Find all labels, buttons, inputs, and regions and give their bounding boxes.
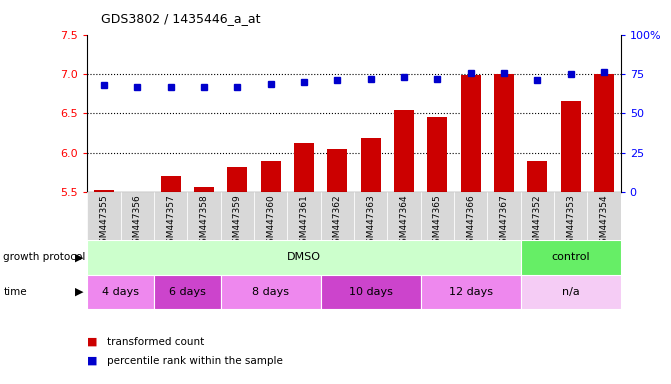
Bar [221, 192, 254, 240]
Text: 8 days: 8 days [252, 287, 289, 297]
Text: GSM447363: GSM447363 [366, 194, 375, 249]
Bar [154, 192, 187, 240]
Bar [521, 275, 621, 309]
Bar [360, 139, 380, 192]
Text: GSM447355: GSM447355 [99, 194, 109, 249]
Text: GSM447365: GSM447365 [433, 194, 442, 249]
Bar [87, 240, 521, 275]
Bar [561, 101, 580, 192]
Bar [321, 192, 354, 240]
Text: GSM447357: GSM447357 [166, 194, 175, 249]
Bar [587, 192, 621, 240]
Text: DMSO: DMSO [287, 252, 321, 262]
Text: 6 days: 6 days [169, 287, 206, 297]
Bar [254, 192, 287, 240]
Text: GSM447352: GSM447352 [533, 194, 541, 249]
Text: GSM447359: GSM447359 [233, 194, 242, 249]
Text: ■: ■ [87, 356, 98, 366]
Text: GSM447364: GSM447364 [399, 194, 409, 249]
Text: transformed count: transformed count [107, 337, 205, 347]
Bar [187, 192, 221, 240]
Text: ▶: ▶ [75, 252, 84, 262]
Text: GSM447366: GSM447366 [466, 194, 475, 249]
Text: 12 days: 12 days [449, 287, 493, 297]
Bar [427, 117, 448, 192]
Text: GSM447353: GSM447353 [566, 194, 575, 249]
Text: ▶: ▶ [75, 287, 84, 297]
Text: GSM447362: GSM447362 [333, 194, 342, 249]
Text: growth protocol: growth protocol [3, 252, 86, 262]
Bar [87, 192, 121, 240]
Text: time: time [3, 287, 27, 297]
Bar [487, 192, 521, 240]
Bar [354, 192, 387, 240]
Bar [321, 275, 421, 309]
Text: n/a: n/a [562, 287, 580, 297]
Text: GDS3802 / 1435446_a_at: GDS3802 / 1435446_a_at [101, 12, 260, 25]
Bar [527, 161, 548, 192]
Text: ■: ■ [87, 337, 98, 347]
Bar [554, 192, 587, 240]
Bar [260, 161, 280, 192]
Text: percentile rank within the sample: percentile rank within the sample [107, 356, 283, 366]
Text: GSM447367: GSM447367 [499, 194, 509, 249]
Bar [87, 275, 154, 309]
Bar [160, 176, 180, 192]
Bar [494, 74, 514, 192]
Bar [387, 192, 421, 240]
Text: GSM447358: GSM447358 [199, 194, 209, 249]
Bar [287, 192, 321, 240]
Bar [594, 74, 614, 192]
Bar [521, 192, 554, 240]
Text: GSM447361: GSM447361 [299, 194, 309, 249]
Text: GSM447356: GSM447356 [133, 194, 142, 249]
Bar [454, 192, 487, 240]
Bar [421, 192, 454, 240]
Bar [194, 187, 214, 192]
Text: control: control [552, 252, 590, 262]
Bar [154, 275, 221, 309]
Bar [394, 110, 414, 192]
Bar [327, 149, 348, 192]
Bar [421, 275, 521, 309]
Bar [227, 167, 248, 192]
Text: GSM447360: GSM447360 [266, 194, 275, 249]
Bar [94, 190, 114, 192]
Bar [294, 143, 314, 192]
Bar [121, 192, 154, 240]
Text: 4 days: 4 days [102, 287, 139, 297]
Text: GSM447354: GSM447354 [599, 194, 609, 249]
Text: 10 days: 10 days [349, 287, 393, 297]
Bar [521, 240, 621, 275]
Bar [221, 275, 321, 309]
Bar [460, 76, 480, 192]
